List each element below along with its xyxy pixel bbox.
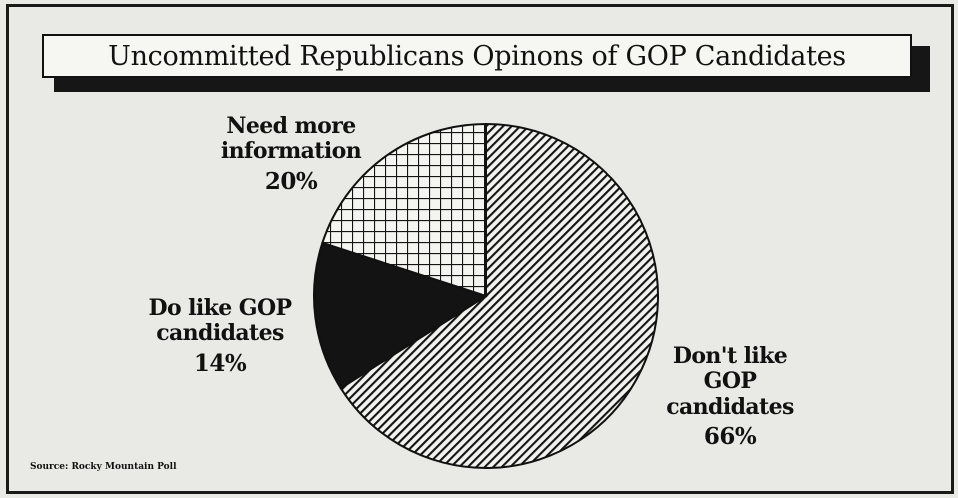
label-dont-like-line1: Don't like [672,343,788,369]
chart-title: Uncommitted Republicans Opinons of GOP C… [108,40,846,72]
label-need-more-information-line2: information [220,138,362,165]
pie-slices [313,122,660,469]
chart-frame [6,4,954,494]
label-need-more-information-percent: 20% [264,167,318,195]
label-do-like-line2: candidates [156,320,284,347]
label-do-like: Do like GOP candidates 14% [120,295,320,377]
label-dont-like-percent: 66% [703,422,757,450]
label-dont-like: Don't like GOP candidates 66% [640,343,820,450]
label-need-more-information-line1: Need more [226,113,356,139]
source-note: Source: Rocky Mountain Poll [30,462,177,472]
pie-slice-do-like-gop-candidates [313,241,489,390]
label-need-more-information: Need more information 20% [196,113,386,195]
pie-slice-need-more-information [321,122,487,298]
pie-slice-don-t-like-gop-candidates [339,122,660,469]
label-do-like-line1: Do like GOP [148,295,293,321]
label-do-like-percent: 14% [193,349,247,377]
title-box: Uncommitted Republicans Opinons of GOP C… [42,34,912,78]
label-dont-like-line2: GOP [703,368,757,395]
label-dont-like-line3: candidates [666,393,794,420]
